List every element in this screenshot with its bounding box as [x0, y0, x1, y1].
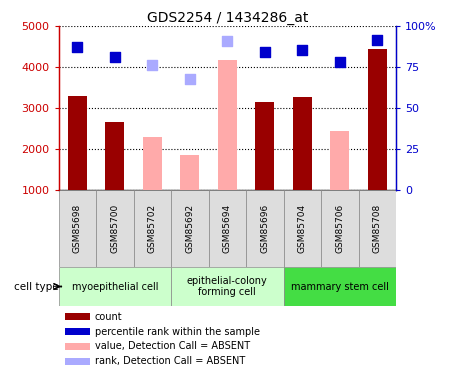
Bar: [65, 328, 90, 335]
Bar: [284, 190, 321, 267]
Text: epithelial-colony
forming cell: epithelial-colony forming cell: [187, 276, 268, 297]
Point: [224, 38, 231, 44]
Bar: [246, 190, 284, 267]
Bar: [321, 190, 359, 267]
Text: GSM85702: GSM85702: [148, 204, 157, 253]
Text: rank, Detection Call = ABSENT: rank, Detection Call = ABSENT: [95, 356, 245, 366]
Bar: [171, 190, 208, 267]
Bar: [256, 102, 274, 190]
Point: [148, 62, 156, 68]
Text: count: count: [95, 312, 122, 322]
Bar: [368, 49, 387, 190]
Text: percentile rank within the sample: percentile rank within the sample: [95, 327, 260, 337]
Text: GSM85698: GSM85698: [73, 204, 82, 254]
Point: [261, 49, 268, 55]
Bar: [105, 122, 124, 190]
Bar: [330, 130, 349, 190]
Text: GSM85706: GSM85706: [335, 204, 344, 254]
Text: cell type: cell type: [14, 282, 58, 291]
Text: GSM85694: GSM85694: [223, 204, 232, 253]
Bar: [68, 96, 86, 190]
Bar: [58, 267, 171, 306]
Title: GDS2254 / 1434286_at: GDS2254 / 1434286_at: [147, 11, 308, 25]
Point: [299, 46, 306, 53]
Bar: [65, 343, 90, 350]
Bar: [65, 313, 90, 321]
Bar: [143, 137, 162, 190]
Text: GSM85696: GSM85696: [260, 204, 269, 254]
Point: [74, 44, 81, 50]
Point: [336, 59, 343, 65]
Bar: [218, 60, 237, 190]
Bar: [284, 267, 396, 306]
Bar: [171, 267, 284, 306]
Bar: [96, 190, 134, 267]
Text: myoepithelial cell: myoepithelial cell: [72, 282, 158, 291]
Bar: [180, 155, 199, 190]
Point: [374, 37, 381, 43]
Text: GSM85704: GSM85704: [298, 204, 307, 253]
Point: [111, 54, 118, 60]
Bar: [293, 97, 311, 190]
Bar: [58, 190, 96, 267]
Bar: [65, 358, 90, 365]
Bar: [208, 190, 246, 267]
Bar: [359, 190, 396, 267]
Text: GSM85700: GSM85700: [110, 204, 119, 254]
Text: GSM85692: GSM85692: [185, 204, 194, 253]
Text: mammary stem cell: mammary stem cell: [291, 282, 389, 291]
Bar: [134, 190, 171, 267]
Point: [186, 76, 194, 82]
Text: value, Detection Call = ABSENT: value, Detection Call = ABSENT: [95, 342, 250, 351]
Text: GSM85708: GSM85708: [373, 204, 382, 254]
